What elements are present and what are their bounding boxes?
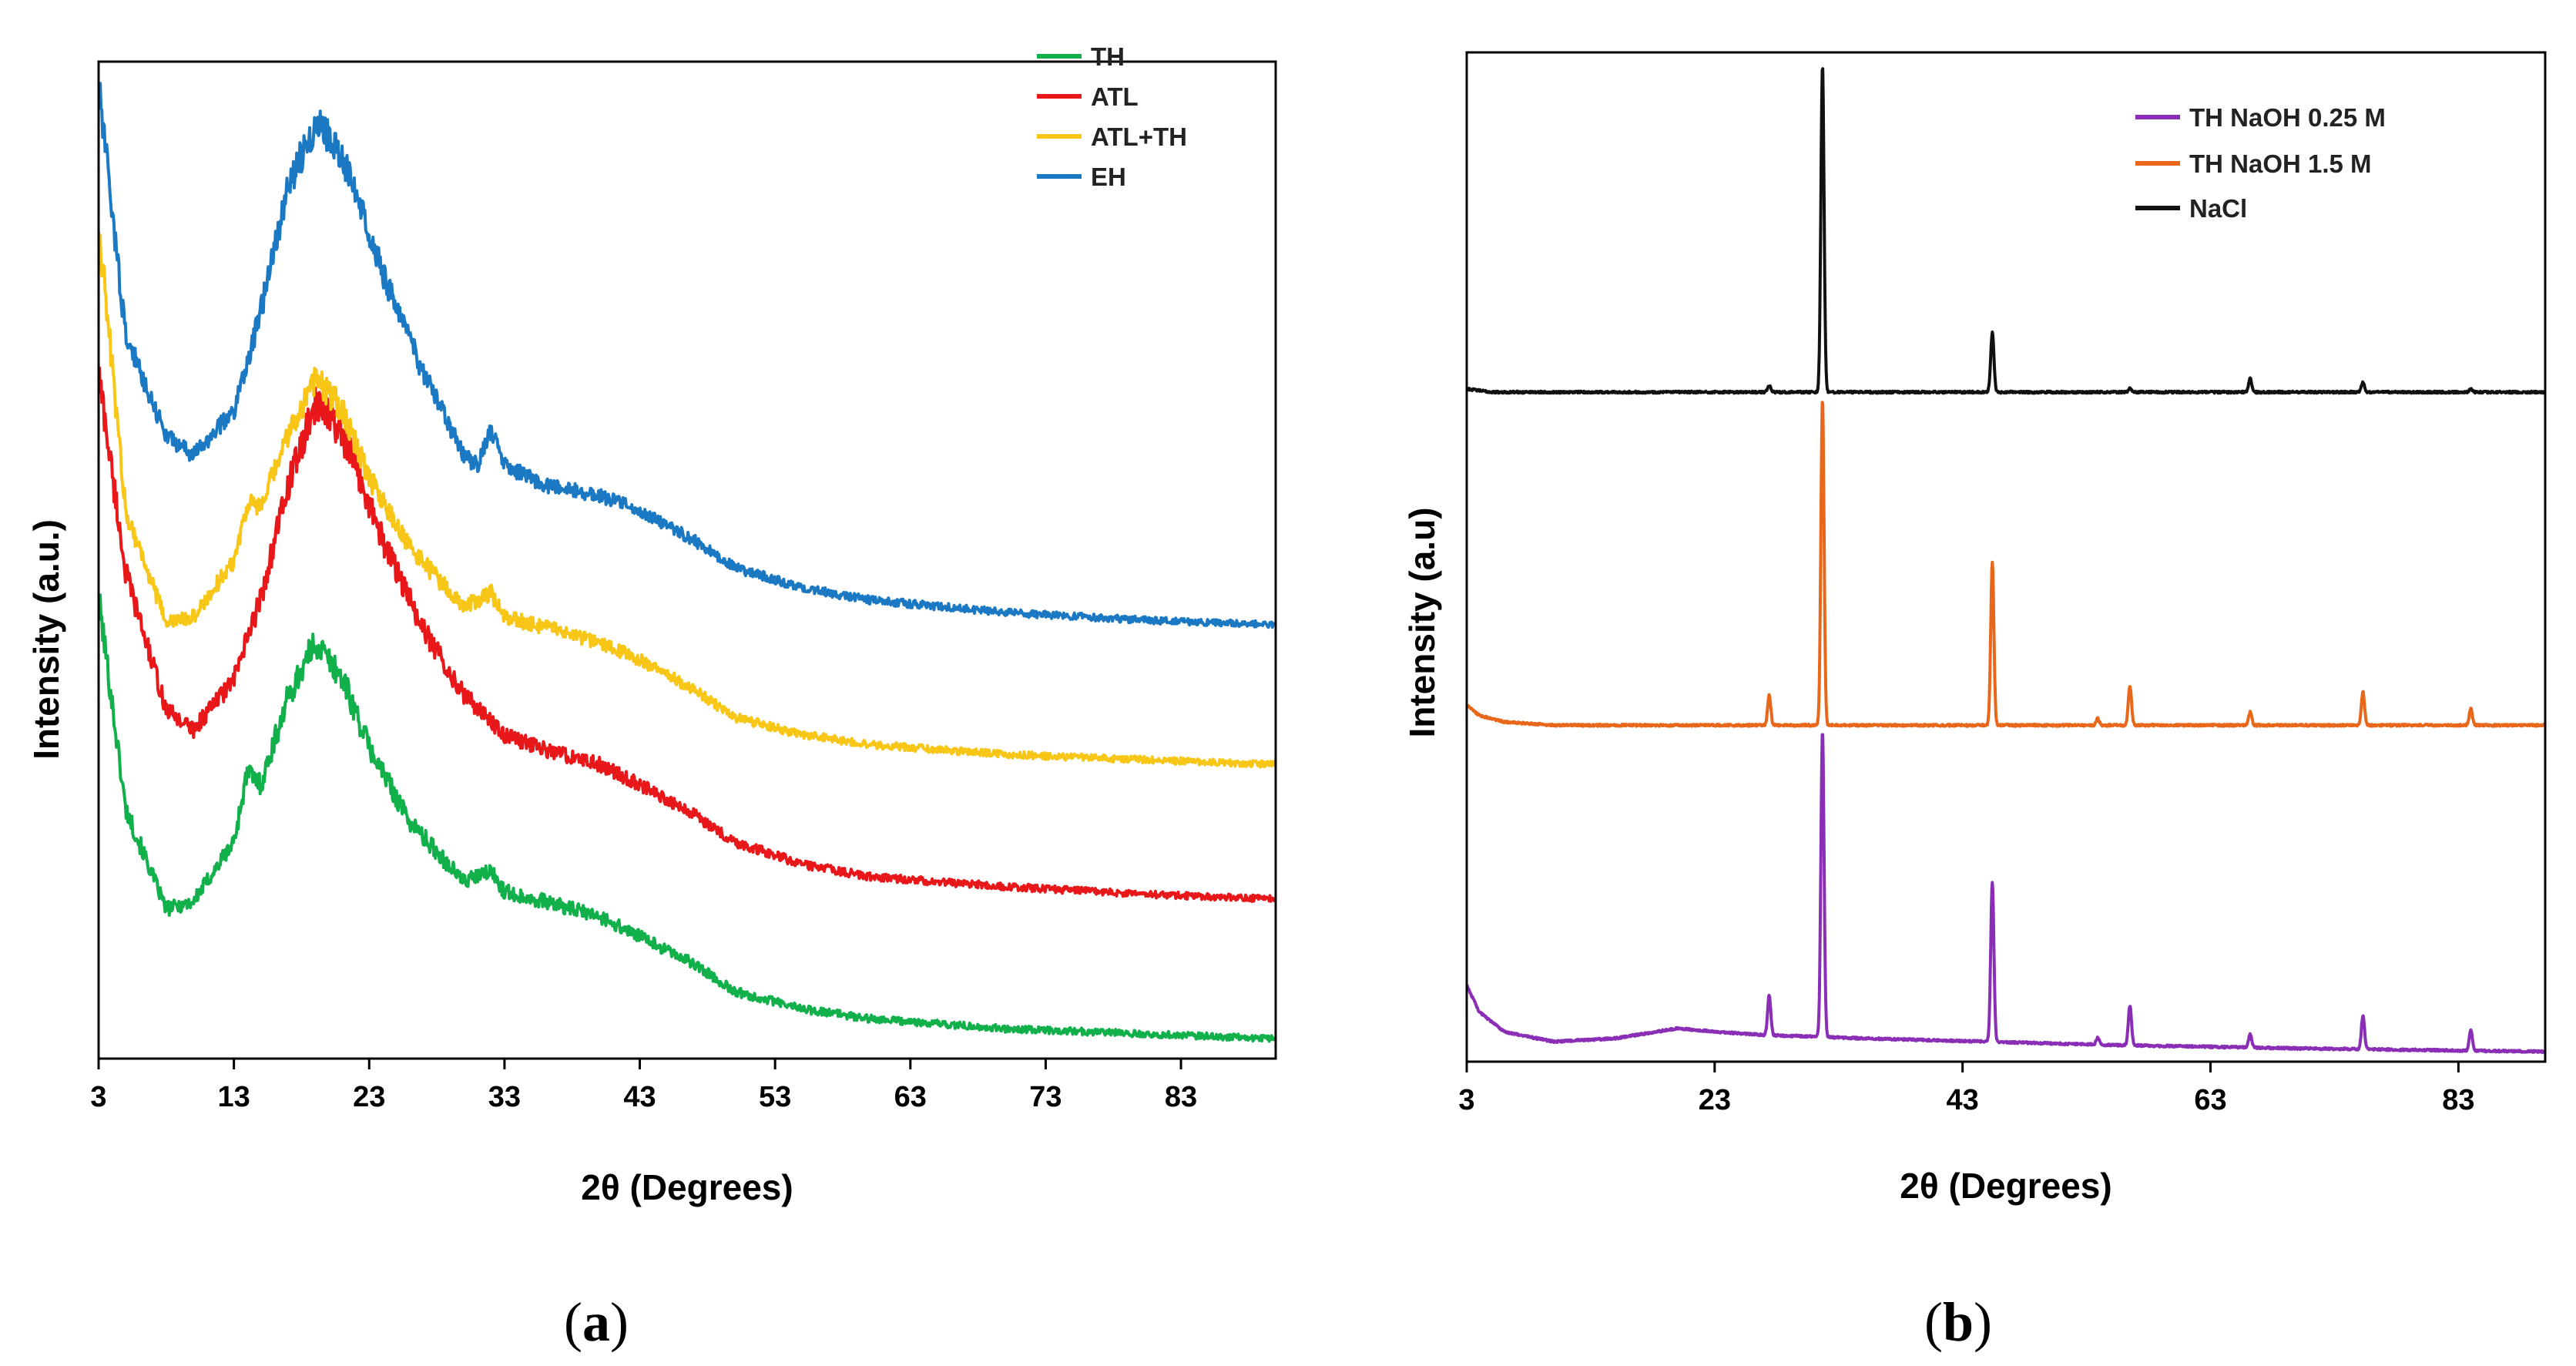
- x-tick-label-a-3: 3: [90, 1081, 106, 1113]
- panel-label-a: (a): [564, 1291, 629, 1353]
- x-tick-label-a-13: 13: [217, 1081, 250, 1113]
- panel-b: 3 23 43 63 83 2θ (Degrees) Intensity (a.u) T…: [1402, 51, 2547, 1353]
- x-tick-label-a-43: 43: [623, 1081, 656, 1113]
- y-axis-title-a: Intensity (a.u.): [26, 519, 66, 760]
- series-line-a-atl: [99, 366, 1276, 903]
- x-axis-title-b: 2θ (Degrees): [1900, 1166, 2111, 1206]
- legend-b: TH NaOH 0.25 M TH NaOH 1.5 M NaCl: [2135, 103, 2386, 223]
- legend-label-th: TH: [1091, 42, 1125, 71]
- x-ticks-b: 3 23 43 63 83: [1458, 1062, 2474, 1116]
- series-group-a: [99, 82, 1276, 1043]
- series-line-b-nacl: [1467, 67, 2545, 395]
- plot-frame-a: [97, 60, 1277, 1060]
- series-line-b-th-naoh-1-5-m: [1467, 401, 2545, 728]
- x-tick-label-a-33: 33: [488, 1081, 521, 1113]
- x-tick-label-a-83: 83: [1165, 1081, 1197, 1113]
- legend-label-atl-th: ATL+TH: [1091, 123, 1187, 151]
- legend-label-th-naoh-15: TH NaOH 1.5 M: [2189, 149, 2372, 178]
- x-tick-label-a-63: 63: [894, 1081, 927, 1113]
- panel-a: 3 13 23 33 43 53 63 73 83 2θ (Degrees) Intensity…: [26, 42, 1277, 1353]
- x-tick-label-b-83: 83: [2442, 1084, 2474, 1116]
- x-tick-label-b-23: 23: [1699, 1084, 1731, 1116]
- legend-label-nacl: NaCl: [2189, 194, 2247, 223]
- series-line-a-atl-th: [99, 231, 1276, 769]
- x-tick-label-a-73: 73: [1029, 1081, 1062, 1113]
- x-tick-label-b-43: 43: [1947, 1084, 1979, 1116]
- series-line-a-eh: [99, 82, 1276, 629]
- plot-frame-b: [1465, 51, 2547, 1063]
- legend-label-th-naoh-025: TH NaOH 0.25 M: [2189, 103, 2386, 132]
- legend-label-atl: ATL: [1091, 82, 1139, 111]
- series-line-b-th-naoh-0-25-m: [1467, 733, 2545, 1055]
- x-tick-label-b-3: 3: [1458, 1084, 1474, 1116]
- series-line-a-th: [99, 593, 1276, 1043]
- legend-a: TH ATL ATL+TH EH: [1037, 42, 1187, 191]
- x-tick-label-a-23: 23: [353, 1081, 385, 1113]
- legend-label-eh: EH: [1091, 163, 1126, 191]
- x-tick-label-a-53: 53: [759, 1081, 791, 1113]
- x-tick-label-b-63: 63: [2194, 1084, 2226, 1116]
- panel-label-b: (b): [1924, 1291, 1992, 1353]
- x-ticks-a: 3 13 23 33 43 53 63 73 83: [90, 1059, 1197, 1113]
- x-axis-title-a: 2θ (Degrees): [581, 1167, 793, 1207]
- y-axis-title-b: Intensity (a.u): [1402, 507, 1442, 737]
- series-group-b: [1467, 67, 2545, 1055]
